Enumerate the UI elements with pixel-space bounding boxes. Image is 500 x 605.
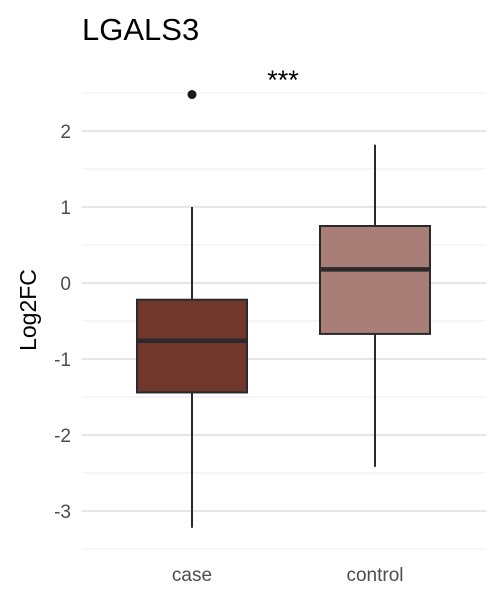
y-tick-label: 0 bbox=[60, 274, 71, 295]
y-tick-label: -3 bbox=[54, 502, 71, 523]
y-axis-ticks: -3 -2 -1 0 1 2 bbox=[54, 122, 71, 523]
outlier-point bbox=[187, 90, 197, 100]
y-tick-label: -2 bbox=[54, 426, 71, 447]
y-tick-label: 1 bbox=[60, 198, 71, 219]
box-control bbox=[319, 144, 431, 467]
y-tick-label: -1 bbox=[54, 350, 71, 371]
boxes bbox=[136, 90, 431, 528]
y-axis-label: Log2FC bbox=[15, 269, 41, 351]
box-case bbox=[136, 90, 248, 528]
significance-annotation: *** bbox=[267, 65, 299, 95]
chart-title: LGALS3 bbox=[82, 12, 199, 47]
x-tick-label: control bbox=[346, 565, 403, 586]
box-body bbox=[136, 298, 248, 394]
box-body bbox=[319, 225, 431, 335]
x-tick-label: case bbox=[172, 565, 212, 586]
y-tick-label: 2 bbox=[60, 122, 71, 143]
x-axis-ticks: case control bbox=[172, 565, 404, 586]
